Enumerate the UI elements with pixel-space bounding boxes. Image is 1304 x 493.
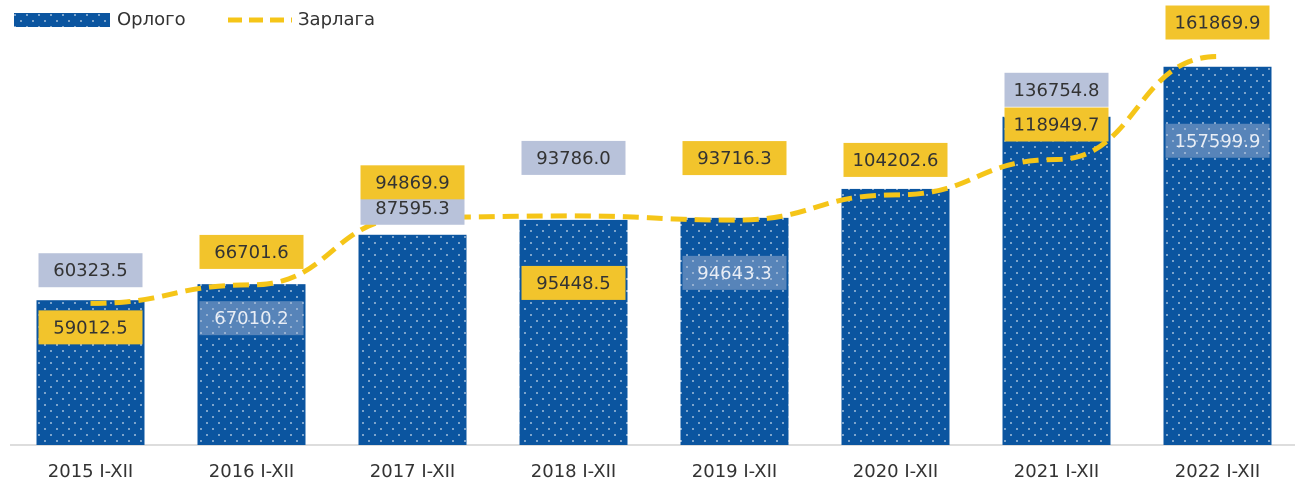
data-label: 59012.5: [53, 317, 127, 338]
data-label: 93716.3: [697, 148, 771, 169]
label-box: [1004, 107, 1109, 142]
label-box: [360, 165, 465, 200]
bar: [197, 284, 306, 445]
bar: [841, 188, 950, 446]
label-box: [521, 140, 626, 175]
line: [90, 54, 1218, 306]
data-label: 161869.9: [1175, 13, 1261, 34]
x-tick-label: 2016 I-XII: [209, 461, 294, 482]
data-label: 157599.9: [1175, 131, 1261, 152]
label-box: [682, 255, 787, 290]
label-box: [1004, 72, 1109, 107]
label-box: [682, 141, 787, 176]
x-tick-label: 2017 I-XII: [370, 461, 455, 482]
label-box: [38, 310, 143, 345]
data-label: 60323.5: [53, 260, 127, 281]
legend-label: Орлого: [117, 9, 186, 30]
x-tick-label: 2022 I-XII: [1175, 461, 1260, 482]
bar: [519, 219, 628, 445]
label-box: [521, 265, 626, 300]
x-tick-label: 2020 I-XII: [853, 461, 938, 482]
bar: [1163, 66, 1272, 445]
data-label: 118949.7: [1014, 115, 1100, 136]
data-label: 67010.2: [214, 308, 288, 329]
label-box: [1165, 5, 1270, 40]
data-label: 136754.8: [1014, 80, 1100, 101]
data-label: 87595.3: [375, 198, 449, 219]
legend-swatch-bar: [14, 13, 110, 27]
label-box: [843, 142, 948, 177]
legend-label: Зарлага: [298, 9, 375, 30]
x-tick-label: 2021 I-XII: [1014, 461, 1099, 482]
x-tick-label: 2019 I-XII: [692, 461, 777, 482]
bar: [1002, 116, 1111, 445]
x-tick-label: 2015 I-XII: [48, 461, 133, 482]
bar: [680, 217, 789, 445]
bar: [358, 234, 467, 445]
data-label: 104202.6: [853, 150, 939, 171]
label-box: [199, 234, 304, 269]
x-tick-label: 2018 I-XII: [531, 461, 616, 482]
data-label: 66701.6: [214, 242, 288, 263]
label-box: [1165, 123, 1270, 158]
label-box: [199, 301, 304, 336]
label-box: [38, 253, 143, 288]
data-label: 93786.0: [536, 148, 610, 169]
data-label: 94643.3: [697, 263, 771, 284]
data-label: 95448.5: [536, 273, 610, 294]
data-label: 94869.9: [375, 172, 449, 193]
